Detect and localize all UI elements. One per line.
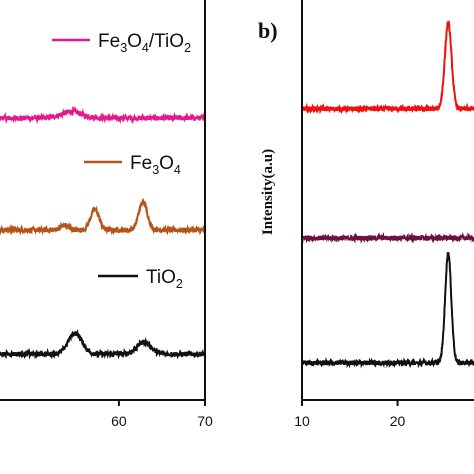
panel-b-label: b) bbox=[258, 18, 278, 43]
panel-b: b) Intensity(a.u) 10 20 bbox=[258, 0, 474, 429]
panel-a-series-layer bbox=[0, 105, 206, 360]
panel-a-series-0-line bbox=[0, 105, 206, 125]
panel-b-series-1-line bbox=[301, 231, 474, 244]
legend-label-2: TiO2 bbox=[146, 267, 183, 291]
panel-b-x-tick-label: 10 bbox=[294, 413, 310, 429]
legend-label-1: Fe3O4 bbox=[130, 153, 181, 177]
panel-b-x-tick-label: 20 bbox=[390, 413, 406, 429]
panel-b-series-layer bbox=[301, 20, 474, 369]
panel-b-series-0-line bbox=[301, 20, 474, 115]
panel-b-series-2-line bbox=[301, 252, 474, 369]
panel-a-x-ticks: 60 70 bbox=[111, 400, 213, 429]
panel-b-x-ticks: 10 20 bbox=[294, 400, 406, 429]
panel-a-series-1-line bbox=[0, 198, 206, 236]
panel-a-x-tick-label: 60 bbox=[111, 413, 127, 429]
panel-a-x-tick-label: 70 bbox=[197, 413, 213, 429]
panel-a-legend: Fe3O4/TiO2 Fe3O4 TiO2 bbox=[52, 31, 191, 291]
panel-b-y-axis-label: Intensity(a.u) bbox=[260, 149, 276, 235]
legend-label-0: Fe3O4/TiO2 bbox=[98, 31, 191, 55]
panel-a-series-2-line bbox=[0, 329, 206, 360]
panel-a: Fe3O4/TiO2 Fe3O4 TiO2 60 70 bbox=[0, 0, 213, 429]
